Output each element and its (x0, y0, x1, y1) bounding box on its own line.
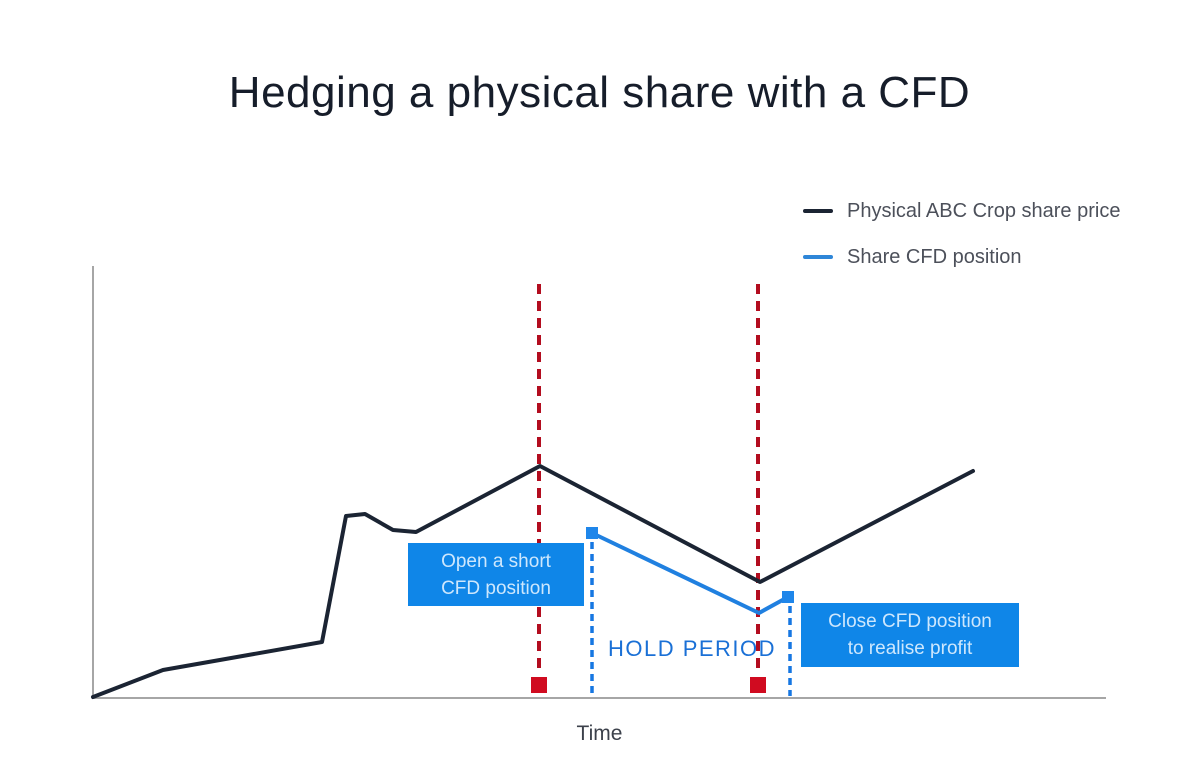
callout-line: to realise profit (847, 638, 973, 659)
x-axis-label: Time (576, 722, 623, 745)
event-date-marker (750, 677, 766, 693)
cfd-endpoint-marker (782, 591, 794, 603)
legend-label: Physical ABC Crop share price (847, 199, 1121, 222)
chart-legend: Physical ABC Crop share price Share CFD … (803, 198, 1120, 290)
callout-line: Open a short (441, 550, 551, 572)
cfd-endpoint-marker (586, 527, 598, 539)
callout-line: Close CFD position (828, 611, 992, 632)
legend-label: Share CFD position (847, 245, 1022, 268)
series-share-cfd-position (590, 531, 790, 615)
open-cfd-callout: Open a short CFD position (408, 543, 584, 606)
event-date-marker (531, 677, 547, 693)
cfd-line-swatch-icon (803, 255, 833, 259)
page-title: Hedging a physical share with a CFD (228, 68, 971, 117)
callout-line: CFD position (441, 577, 551, 599)
close-cfd-callout: Close CFD position to realise profit (801, 603, 1019, 667)
legend-item-cfd: Share CFD position (803, 244, 1120, 270)
legend-item-physical: Physical ABC Crop share price (803, 198, 1120, 224)
series-physical-abc-crop-share-price (91, 464, 975, 699)
physical-line-swatch-icon (803, 209, 833, 213)
hold-period-label: HOLD PERIOD (607, 636, 777, 661)
